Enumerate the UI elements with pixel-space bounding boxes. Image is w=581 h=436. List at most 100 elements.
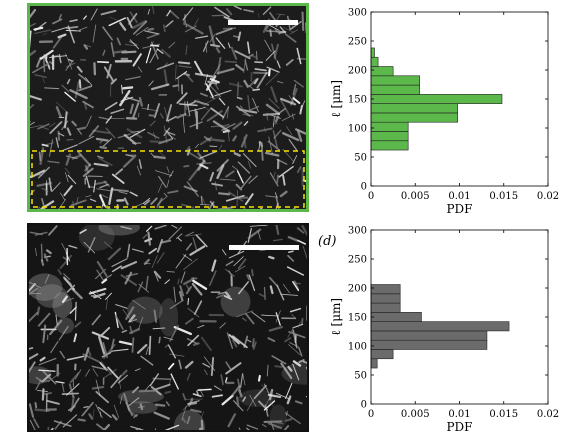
texture-streak <box>96 269 105 282</box>
texture-streak <box>153 411 170 420</box>
texture-clump <box>238 389 276 407</box>
texture-streak <box>138 97 144 107</box>
texture-streak <box>236 310 253 318</box>
texture-streak <box>279 26 286 34</box>
texture-streak <box>285 410 288 416</box>
texture-streak <box>164 343 169 348</box>
texture-streak <box>202 362 211 368</box>
texture-streak <box>216 56 222 75</box>
texture-streak <box>102 49 106 56</box>
texture-streak <box>185 242 193 251</box>
histogram-bar <box>370 94 503 104</box>
texture-streak <box>117 374 128 384</box>
texture-streak <box>110 348 129 352</box>
texture-streak <box>29 403 35 418</box>
texture-streak <box>186 415 191 425</box>
texture-streak <box>120 96 134 102</box>
texture-streak <box>96 188 112 192</box>
texture-streak <box>156 252 165 264</box>
texture-streak <box>105 298 108 310</box>
texture-streak <box>51 26 68 33</box>
texture-streak <box>123 197 129 206</box>
texture-streak <box>76 26 88 32</box>
panel-label: (d) <box>318 234 337 249</box>
y-tick-label: 250 <box>348 37 367 48</box>
texture-streak <box>216 164 225 180</box>
texture-streak <box>273 129 282 139</box>
texture-streak <box>236 96 243 100</box>
texture-streak <box>275 225 280 235</box>
texture-streak <box>67 174 77 185</box>
texture-streak <box>195 234 208 248</box>
texture-streak <box>93 162 109 167</box>
texture-streak <box>36 181 52 187</box>
texture-streak <box>265 73 279 86</box>
texture-streak <box>98 116 111 121</box>
texture-streak <box>29 353 39 361</box>
texture-streak <box>246 427 250 430</box>
texture-streak <box>195 35 209 39</box>
texture-streak <box>238 281 249 295</box>
texture-streak <box>292 83 297 96</box>
texture-streak <box>273 43 280 59</box>
texture-streak <box>58 13 62 20</box>
texture-streak <box>164 424 180 430</box>
texture-streak <box>144 384 151 392</box>
texture-streak <box>49 122 56 128</box>
texture-streak <box>45 249 52 255</box>
texture-streak <box>76 127 83 135</box>
texture-streak <box>242 396 247 402</box>
texture-streak <box>275 202 279 209</box>
texture-streak <box>30 104 35 109</box>
texture-streak <box>240 175 252 189</box>
texture-streak <box>288 138 298 151</box>
texture-streak <box>274 365 283 369</box>
texture-streak <box>57 130 61 141</box>
texture-streak <box>265 151 280 157</box>
histogram-bottom: 0 50 100 150 200 250 300 0 0.005 0.01 0.015 0.02 PDF… <box>329 226 559 435</box>
texture-streak <box>289 20 302 31</box>
texture-streak <box>109 16 123 23</box>
texture-streak <box>102 423 111 430</box>
texture-streak <box>264 39 272 53</box>
texture-streak <box>171 225 178 229</box>
texture-streak <box>133 413 139 419</box>
texture-streak <box>55 106 63 119</box>
texture-streak <box>182 114 185 133</box>
texture-streak <box>32 62 50 74</box>
texture-streak <box>294 400 303 405</box>
histogram-bar <box>370 312 422 322</box>
texture-streak <box>69 306 77 314</box>
texture-streak <box>203 369 208 376</box>
texture-streak <box>156 197 163 208</box>
texture-streak <box>146 225 153 232</box>
texture-streak <box>194 108 198 119</box>
texture-streak <box>205 83 214 98</box>
texture-streak <box>251 338 255 348</box>
texture-streak <box>296 227 305 234</box>
texture-streak <box>189 121 203 128</box>
texture-streak <box>147 8 150 15</box>
texture-streak <box>29 283 36 293</box>
texture-streak <box>104 101 118 111</box>
texture-streak <box>38 166 50 179</box>
texture-streak <box>247 228 252 243</box>
texture-streak <box>234 50 251 60</box>
texture-streak <box>48 139 54 157</box>
histogram-bar <box>370 349 394 360</box>
texture-streak <box>37 312 51 327</box>
texture-streak <box>125 306 135 320</box>
texture-streak <box>99 183 109 189</box>
texture-streak <box>182 7 194 21</box>
texture-streak <box>236 396 240 408</box>
texture-streak <box>33 418 40 429</box>
texture-streak <box>136 343 148 354</box>
texture-streak <box>99 145 108 150</box>
texture-streak <box>74 81 80 99</box>
texture-streak <box>292 323 304 329</box>
texture-streak <box>243 136 247 149</box>
texture-streak <box>226 332 234 349</box>
texture-streak <box>30 30 32 49</box>
y-tick-label: 50 <box>354 153 367 164</box>
x-tick-label: 0 <box>368 191 374 202</box>
